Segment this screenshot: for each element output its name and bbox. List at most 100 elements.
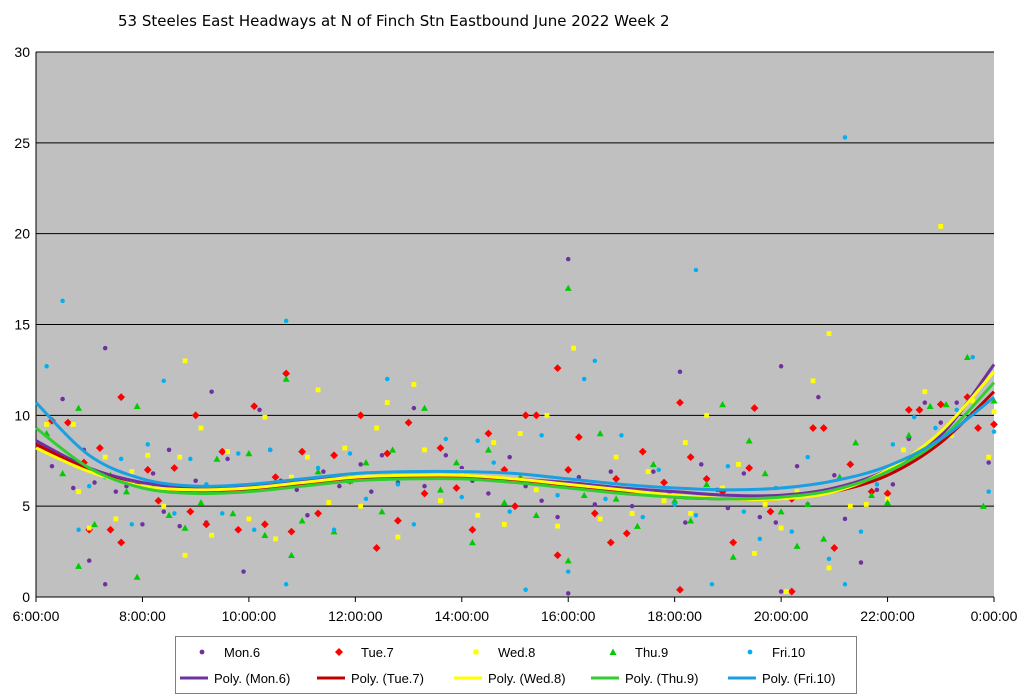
point-thu-9 [729, 553, 737, 560]
point-fri-10 [725, 463, 731, 469]
point-thu-9 [580, 491, 588, 499]
point-fri-10 [172, 511, 177, 516]
legend-label: Poly. (Wed.8) [488, 670, 566, 686]
point-fri-10 [129, 522, 135, 527]
point-tue-7 [702, 475, 711, 483]
point-tue-7 [298, 447, 307, 456]
point-thu-9 [687, 517, 695, 524]
point-mon-6 [890, 482, 896, 487]
point-wed-8 [358, 503, 364, 509]
legend-label: Thu.9 [635, 644, 669, 660]
chart-title: 53 Steeles East Headways at N of Finch S… [118, 12, 670, 30]
point-mon-6 [113, 489, 119, 494]
point-tue-7 [404, 418, 413, 427]
legend-item: Fri.10 [732, 639, 805, 665]
point-mon-6 [629, 503, 635, 509]
point-mon-6 [507, 454, 512, 460]
point-wed-8 [794, 489, 800, 495]
point-wed-8 [901, 447, 906, 453]
point-wed-8 [661, 498, 667, 504]
point-wed-8 [225, 449, 230, 455]
point-fri-10 [672, 502, 677, 507]
point-fri-10 [267, 447, 273, 453]
point-fri-10 [581, 376, 587, 382]
point-tue-7 [186, 507, 195, 516]
point-tue-7 [250, 402, 259, 411]
point-fri-10 [161, 378, 166, 384]
point-wed-8 [629, 511, 635, 516]
point-thu-9 [804, 500, 812, 508]
point-wed-8 [863, 501, 869, 507]
point-tue-7 [394, 516, 402, 525]
point-fri-10 [507, 509, 512, 514]
point-tue-7 [915, 405, 924, 414]
point-wed-8 [826, 565, 832, 571]
point-wed-8 [438, 498, 443, 504]
legend-line-icon [317, 676, 345, 680]
point-thu-9 [229, 509, 237, 517]
point-mon-6 [677, 369, 683, 374]
point-thu-9 [532, 511, 540, 519]
point-fri-10 [475, 438, 480, 444]
point-tue-7 [830, 544, 839, 552]
point-thu-9 [123, 488, 130, 495]
point-tue-7 [330, 451, 338, 460]
point-thu-9 [649, 460, 657, 468]
point-thu-9 [389, 446, 397, 453]
y-tick-label: 30 [14, 44, 30, 60]
point-mon-6 [874, 487, 880, 493]
y-tick-label: 20 [14, 226, 30, 242]
point-wed-8 [613, 454, 619, 460]
point-wed-8 [374, 425, 380, 431]
point-tue-7 [95, 444, 104, 452]
point-wed-8 [810, 378, 816, 384]
point-mon-6 [422, 483, 427, 489]
legend-item: Poly. (Fri.10) [726, 665, 835, 691]
point-fri-10 [235, 451, 241, 456]
point-mon-6 [209, 389, 214, 394]
point-wed-8 [86, 525, 92, 531]
point-thu-9 [868, 491, 876, 499]
legend-lines-row: Poly. (Mon.6) Poly. (Tue.7) Poly. (Wed.8) P… [176, 665, 856, 691]
legend-item: Poly. (Wed.8) [452, 665, 566, 691]
y-tick-label: 15 [14, 317, 30, 333]
x-tick-label: 20:00:00 [754, 608, 809, 624]
point-wed-8 [704, 412, 709, 418]
point-thu-9 [564, 284, 572, 291]
point-fri-10 [858, 529, 864, 534]
point-fri-10 [709, 582, 715, 587]
point-thu-9 [288, 551, 295, 558]
point-mon-6 [816, 394, 821, 400]
legend-item: Poly. (Tue.7) [315, 665, 424, 691]
point-wed-8 [885, 496, 890, 502]
point-thu-9 [282, 375, 290, 382]
trendline-poly-fri-10 [34, 395, 995, 492]
point-tue-7 [436, 444, 445, 452]
point-thu-9 [314, 468, 322, 475]
point-wed-8 [847, 503, 853, 509]
y-tick-label: 0 [22, 589, 30, 605]
point-fri-10 [118, 456, 124, 462]
point-wed-8 [991, 409, 997, 415]
point-fri-10 [970, 354, 975, 360]
point-fri-10 [220, 511, 225, 516]
legend-label: Mon.6 [224, 644, 261, 660]
point-thu-9 [484, 446, 492, 453]
point-fri-10 [757, 536, 763, 542]
legend-line-icon [591, 676, 619, 680]
legend-label: Wed.8 [498, 644, 536, 660]
trendline-poly-thu-9 [35, 381, 996, 501]
point-mon-6 [193, 478, 198, 483]
point-mon-6 [150, 471, 156, 476]
point-thu-9 [133, 402, 141, 410]
point-wed-8 [688, 511, 694, 516]
point-fri-10 [385, 376, 390, 382]
point-thu-9 [990, 397, 998, 404]
legend-line-icon [180, 676, 208, 680]
point-mon-6 [576, 474, 582, 480]
point-mon-6 [922, 400, 928, 405]
point-wed-8 [273, 536, 278, 542]
point-wed-8 [395, 534, 401, 540]
point-mon-6 [337, 483, 342, 489]
point-tue-7 [574, 433, 583, 442]
